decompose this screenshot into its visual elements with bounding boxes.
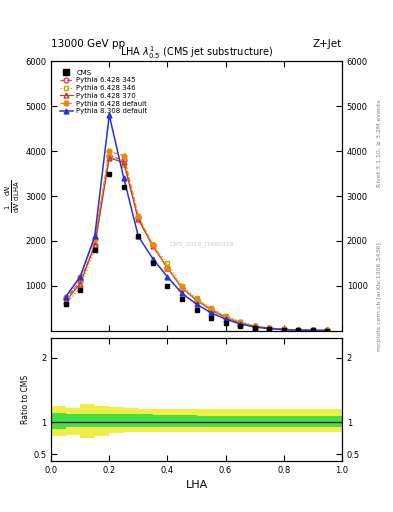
Text: CMS_2018_I1680318: CMS_2018_I1680318 [170, 242, 235, 247]
Y-axis label: $\frac{1}{\mathrm{d}N}\,\frac{\mathrm{d}N}{\mathrm{d}\,\mathrm{LHA}}$: $\frac{1}{\mathrm{d}N}\,\frac{\mathrm{d}… [4, 179, 22, 212]
Legend: CMS, Pythia 6.428 345, Pythia 6.428 346, Pythia 6.428 370, Pythia 6.428 default,: CMS, Pythia 6.428 345, Pythia 6.428 346,… [57, 68, 149, 116]
Text: Rivet 3.1.10, ≥ 3.2M events: Rivet 3.1.10, ≥ 3.2M events [377, 99, 382, 187]
Text: 13000 GeV pp: 13000 GeV pp [51, 38, 125, 49]
X-axis label: LHA: LHA [185, 480, 208, 490]
Text: mcplots.cern.ch [arXiv:1306.3436]: mcplots.cern.ch [arXiv:1306.3436] [377, 243, 382, 351]
Title: LHA $\lambda^1_{0.5}$ (CMS jet substructure): LHA $\lambda^1_{0.5}$ (CMS jet substruct… [120, 45, 273, 61]
Text: Z+Jet: Z+Jet [313, 38, 342, 49]
Y-axis label: Ratio to CMS: Ratio to CMS [21, 375, 30, 424]
